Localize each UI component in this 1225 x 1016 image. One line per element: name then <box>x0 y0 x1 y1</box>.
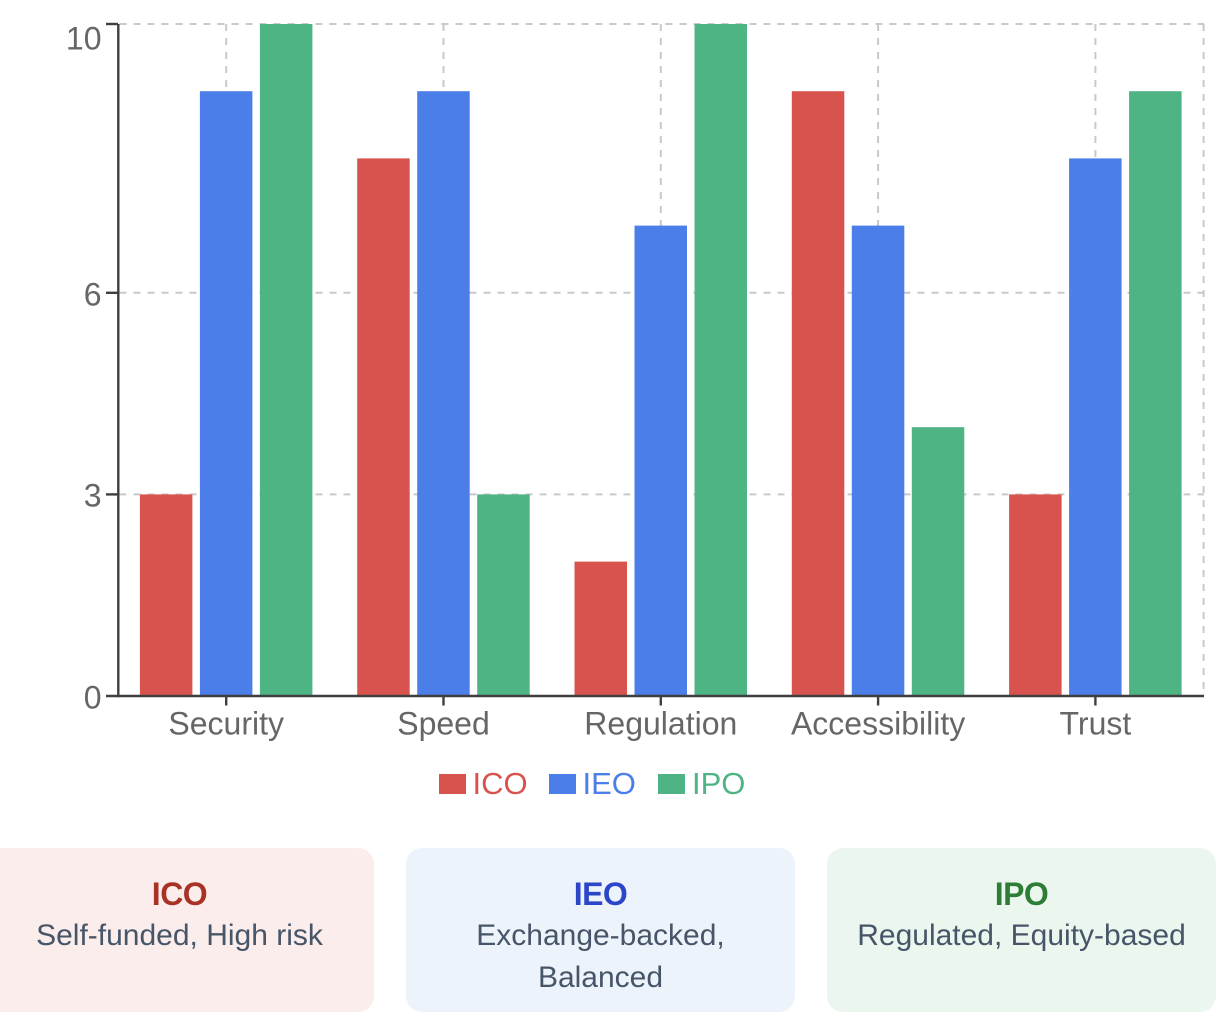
svg-text:Trust: Trust <box>1060 706 1132 742</box>
svg-text:0: 0 <box>84 680 102 716</box>
svg-text:Accessibility: Accessibility <box>791 706 965 742</box>
svg-text:10: 10 <box>66 21 102 57</box>
svg-text:6: 6 <box>84 277 102 313</box>
svg-text:Speed: Speed <box>397 706 490 742</box>
svg-text:Security: Security <box>168 706 284 742</box>
svg-text:Regulation: Regulation <box>584 706 737 742</box>
svg-text:3: 3 <box>84 478 102 514</box>
